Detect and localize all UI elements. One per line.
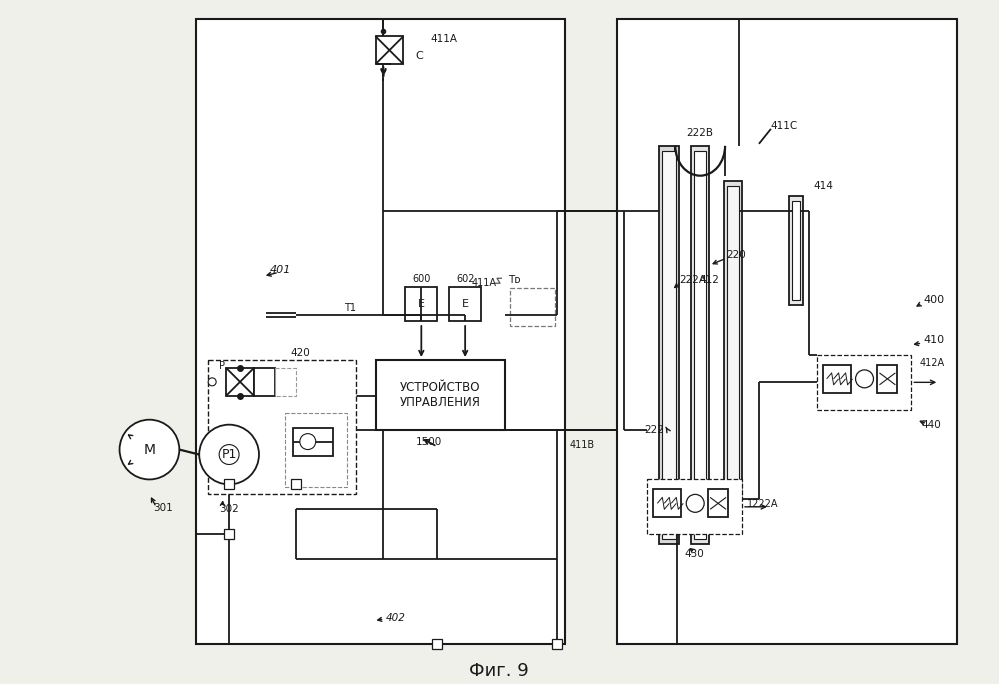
Circle shape bbox=[855, 370, 873, 388]
Bar bbox=[450, 287, 482, 321]
Text: 440: 440 bbox=[921, 420, 941, 430]
Text: 1222A: 1222A bbox=[747, 499, 778, 510]
Bar bbox=[254, 368, 275, 396]
Bar bbox=[509, 288, 554, 326]
Text: 222A: 222A bbox=[679, 275, 706, 285]
Text: 222: 222 bbox=[644, 425, 664, 434]
Bar bbox=[877, 365, 897, 393]
Text: 1500: 1500 bbox=[416, 436, 442, 447]
Bar bbox=[226, 368, 254, 396]
Text: P: P bbox=[219, 361, 225, 371]
Bar bbox=[376, 36, 404, 64]
Circle shape bbox=[208, 378, 216, 386]
Bar bbox=[376, 360, 504, 430]
Text: 400: 400 bbox=[923, 295, 944, 305]
Text: 411C: 411C bbox=[771, 121, 798, 131]
Bar bbox=[662, 150, 676, 539]
Bar bbox=[406, 287, 438, 321]
Text: 602: 602 bbox=[456, 274, 475, 285]
Text: 414: 414 bbox=[814, 181, 833, 191]
Text: 411B: 411B bbox=[569, 440, 594, 449]
Bar bbox=[293, 428, 333, 456]
Text: C: C bbox=[416, 51, 424, 61]
Text: 222B: 222B bbox=[686, 128, 713, 138]
Bar bbox=[285, 412, 347, 488]
Text: 402: 402 bbox=[386, 613, 406, 623]
Text: 302: 302 bbox=[219, 504, 239, 514]
Text: 301: 301 bbox=[154, 503, 173, 513]
Text: 430: 430 bbox=[685, 549, 704, 559]
Text: 600: 600 bbox=[413, 274, 431, 285]
Bar bbox=[653, 489, 681, 517]
Circle shape bbox=[686, 495, 704, 512]
Bar bbox=[226, 368, 296, 396]
Text: 220: 220 bbox=[726, 250, 746, 261]
Text: 412: 412 bbox=[699, 275, 719, 285]
Bar bbox=[694, 150, 706, 539]
Bar bbox=[196, 19, 564, 644]
Text: 410: 410 bbox=[923, 335, 944, 345]
Circle shape bbox=[300, 434, 316, 449]
Text: 401: 401 bbox=[270, 265, 292, 275]
Bar bbox=[208, 360, 356, 495]
Text: P1: P1 bbox=[222, 448, 237, 461]
Text: E: E bbox=[418, 299, 425, 309]
Circle shape bbox=[199, 425, 259, 484]
Bar bbox=[708, 489, 728, 517]
Bar bbox=[724, 181, 742, 499]
Text: 420: 420 bbox=[291, 348, 311, 358]
Bar bbox=[727, 185, 739, 495]
Text: E: E bbox=[462, 299, 469, 309]
Text: T1: T1 bbox=[344, 303, 356, 313]
Text: M: M bbox=[144, 443, 156, 456]
Text: 411A: 411A bbox=[472, 278, 498, 288]
Text: 412A: 412A bbox=[919, 358, 944, 368]
Bar bbox=[789, 196, 803, 305]
Bar bbox=[792, 200, 800, 300]
Bar bbox=[659, 146, 679, 544]
Bar bbox=[691, 146, 709, 544]
Text: Tᴅ: Tᴅ bbox=[507, 275, 520, 285]
Circle shape bbox=[219, 445, 239, 464]
Bar bbox=[817, 355, 911, 410]
Text: Фиг. 9: Фиг. 9 bbox=[470, 661, 528, 680]
Bar bbox=[647, 479, 742, 534]
Text: 411A: 411A bbox=[431, 34, 458, 44]
Bar bbox=[616, 19, 957, 644]
Circle shape bbox=[120, 420, 179, 479]
Bar bbox=[823, 365, 850, 393]
Bar bbox=[275, 368, 296, 396]
Text: УСТРОЙСТВО
УПРАВЛЕНИЯ: УСТРОЙСТВО УПРАВЛЕНИЯ bbox=[400, 381, 481, 409]
